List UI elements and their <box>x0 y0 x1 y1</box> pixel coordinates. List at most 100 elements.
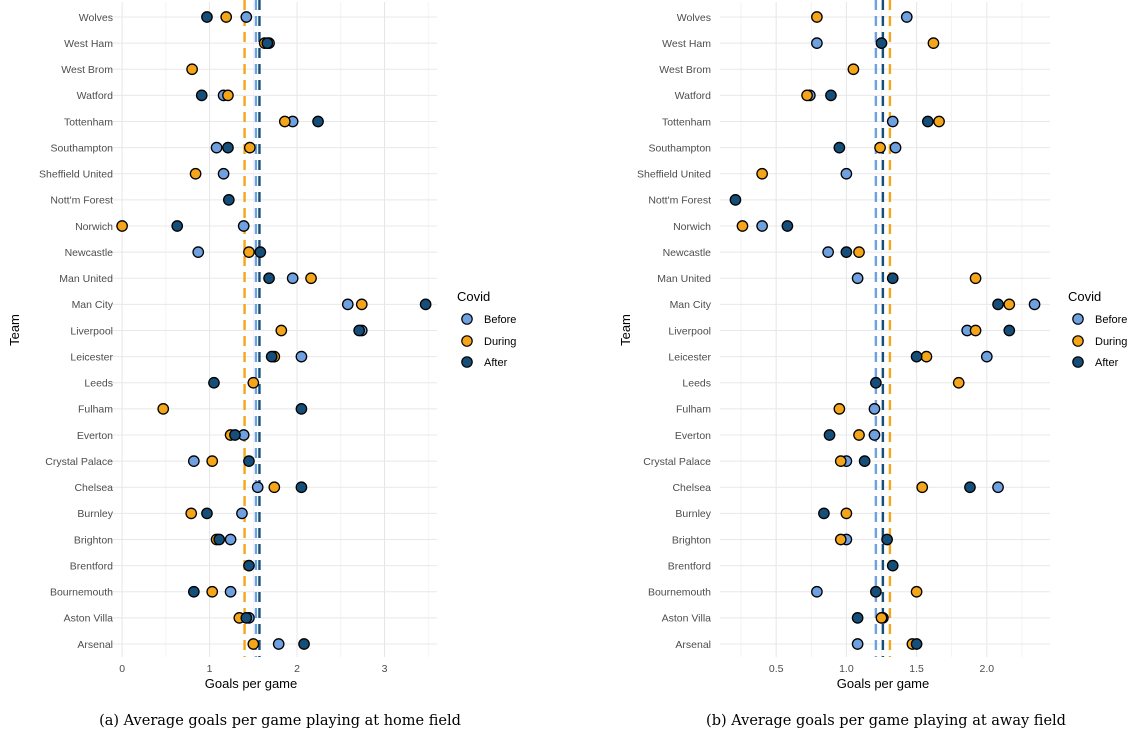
away-point-fulham-before <box>868 403 881 415</box>
home-point-sheffield-united-before <box>217 167 230 180</box>
home-point-nott-m-forest-after <box>222 194 235 206</box>
home-legend-title: Covid <box>457 289 490 304</box>
home-point-man-city-after <box>419 298 432 311</box>
away-y-axis-title: Team <box>618 314 633 346</box>
away-point-southampton-during <box>874 141 886 154</box>
home-team-label-sheffield-united: Sheffield United <box>39 169 113 181</box>
away-point-fulham-during <box>833 403 846 415</box>
away-team-label-everton: Everton <box>675 430 711 442</box>
home-point-norwich-after <box>171 220 184 232</box>
away-point-norwich-during <box>736 220 749 232</box>
away-point-everton-during <box>853 429 865 441</box>
home-point-watford-after <box>195 89 208 102</box>
home-legend-label-during: During <box>484 336 516 348</box>
home-point-liverpool-after <box>353 324 366 337</box>
home-team-label-man-city: Man City <box>72 299 114 311</box>
home-point-arsenal-before <box>272 638 285 650</box>
away-point-man-city-after <box>992 298 1004 311</box>
away-points <box>729 11 1041 650</box>
home-point-fulham-after <box>295 403 308 415</box>
home-goals-panel: Wolves West Ham West Brom Watford Tottenham S… <box>7 0 516 729</box>
away-point-brentford-after <box>886 559 899 572</box>
away-point-norwich-after <box>781 220 794 232</box>
home-team-label-man-united: Man United <box>59 273 113 285</box>
home-mean-lines <box>243 0 261 657</box>
home-gridlines <box>109 2 437 657</box>
home-x-tick-label: 3 <box>382 663 388 675</box>
home-point-southampton-after <box>222 141 234 154</box>
home-point-norwich-before <box>237 220 250 232</box>
home-legend-label-before: Before <box>484 314 516 326</box>
home-caption: (a) Average goals per game playing at ho… <box>99 713 461 729</box>
home-team-label-leicester: Leicester <box>70 351 113 363</box>
away-team-label-aston-villa: Aston Villa <box>662 613 712 625</box>
away-gridlines <box>720 2 1050 657</box>
away-team-label-west-brom: West Brom <box>659 64 711 76</box>
away-point-burnley-after <box>818 507 830 520</box>
away-point-tottenham-before <box>886 115 899 128</box>
home-team-label-burnley: Burnley <box>77 508 113 520</box>
away-team-label-nott-m-forest: Nott'm Forest <box>648 195 711 207</box>
home-x-tick-label: 2 <box>294 663 300 675</box>
away-x-tick-label: 1.0 <box>839 663 854 675</box>
away-team-label-bournemouth: Bournemouth <box>648 587 711 599</box>
away-point-man-united-during <box>969 272 982 285</box>
away-team-label-southampton: Southampton <box>649 142 712 154</box>
away-point-aston-villa-during <box>875 612 888 624</box>
away-point-sheffield-united-before <box>840 167 853 180</box>
home-x-tick-label: 1 <box>207 663 213 675</box>
away-point-bournemouth-after <box>870 585 882 598</box>
home-point-burnley-during <box>185 507 198 520</box>
home-point-brighton-after <box>213 533 226 546</box>
away-point-leicester-after <box>910 350 923 363</box>
home-x-axis-title: Goals per game <box>205 676 298 691</box>
home-team-label-wolves: Wolves <box>79 12 113 24</box>
home-point-burnley-before <box>236 507 248 520</box>
home-point-sheffield-united-during <box>189 167 202 180</box>
away-point-everton-after <box>823 429 836 441</box>
home-point-man-united-before <box>286 272 299 285</box>
away-point-newcastle-before <box>822 246 834 258</box>
away-point-west-ham-during <box>927 37 940 49</box>
away-point-aston-villa-after <box>851 612 864 624</box>
home-team-label-crystal-palace: Crystal Palace <box>45 456 113 468</box>
away-point-leeds-during <box>952 376 965 389</box>
home-point-man-united-during <box>305 272 317 285</box>
home-point-tottenham-during <box>278 115 291 128</box>
away-point-sheffield-united-during <box>756 167 768 180</box>
home-point-chelsea-after <box>295 481 308 494</box>
home-point-bournemouth-before <box>224 585 237 598</box>
away-team-label-man-city: Man City <box>670 299 712 311</box>
away-point-bournemouth-before <box>811 585 823 598</box>
away-mean-lines <box>874 0 892 657</box>
away-goals-panel: Wolves West Ham West Brom Watford Tottenham S… <box>618 0 1127 729</box>
home-team-label-brentford: Brentford <box>70 560 113 572</box>
away-point-leicester-during <box>920 350 933 363</box>
home-point-wolves-during <box>220 11 233 23</box>
away-point-brighton-during <box>834 533 847 546</box>
home-team-label-everton: Everton <box>77 430 113 442</box>
away-team-label-leicester: Leicester <box>668 351 711 363</box>
away-team-label-man-united: Man United <box>657 273 711 285</box>
home-point-crystal-palace-before <box>187 455 200 467</box>
home-team-label-fulham: Fulham <box>78 404 113 416</box>
home-team-label-bournemouth: Bournemouth <box>50 587 113 599</box>
home-legend-swatch-during <box>461 335 473 347</box>
home-point-chelsea-before <box>251 481 264 494</box>
away-legend-label-before: Before <box>1095 314 1127 326</box>
home-point-tottenham-after <box>312 115 324 128</box>
away-team-label-burnley: Burnley <box>675 508 711 520</box>
away-team-label-sheffield-united: Sheffield United <box>637 169 711 181</box>
home-team-labels: Wolves West Ham West Brom Watford Tottenham S… <box>39 12 114 651</box>
away-point-tottenham-after <box>921 115 934 128</box>
away-x-tick-label: 2.0 <box>980 663 995 675</box>
away-point-chelsea-before <box>992 481 1004 494</box>
home-legend-swatch-after <box>461 356 473 368</box>
away-point-watford-during <box>801 89 813 102</box>
home-point-southampton-before <box>210 141 223 154</box>
away-point-newcastle-during <box>853 246 865 258</box>
away-point-crystal-palace-after <box>858 455 871 467</box>
home-point-aston-villa-after <box>240 612 253 624</box>
home-point-brentford-after <box>243 559 255 572</box>
away-point-man-city-before <box>1028 298 1041 311</box>
